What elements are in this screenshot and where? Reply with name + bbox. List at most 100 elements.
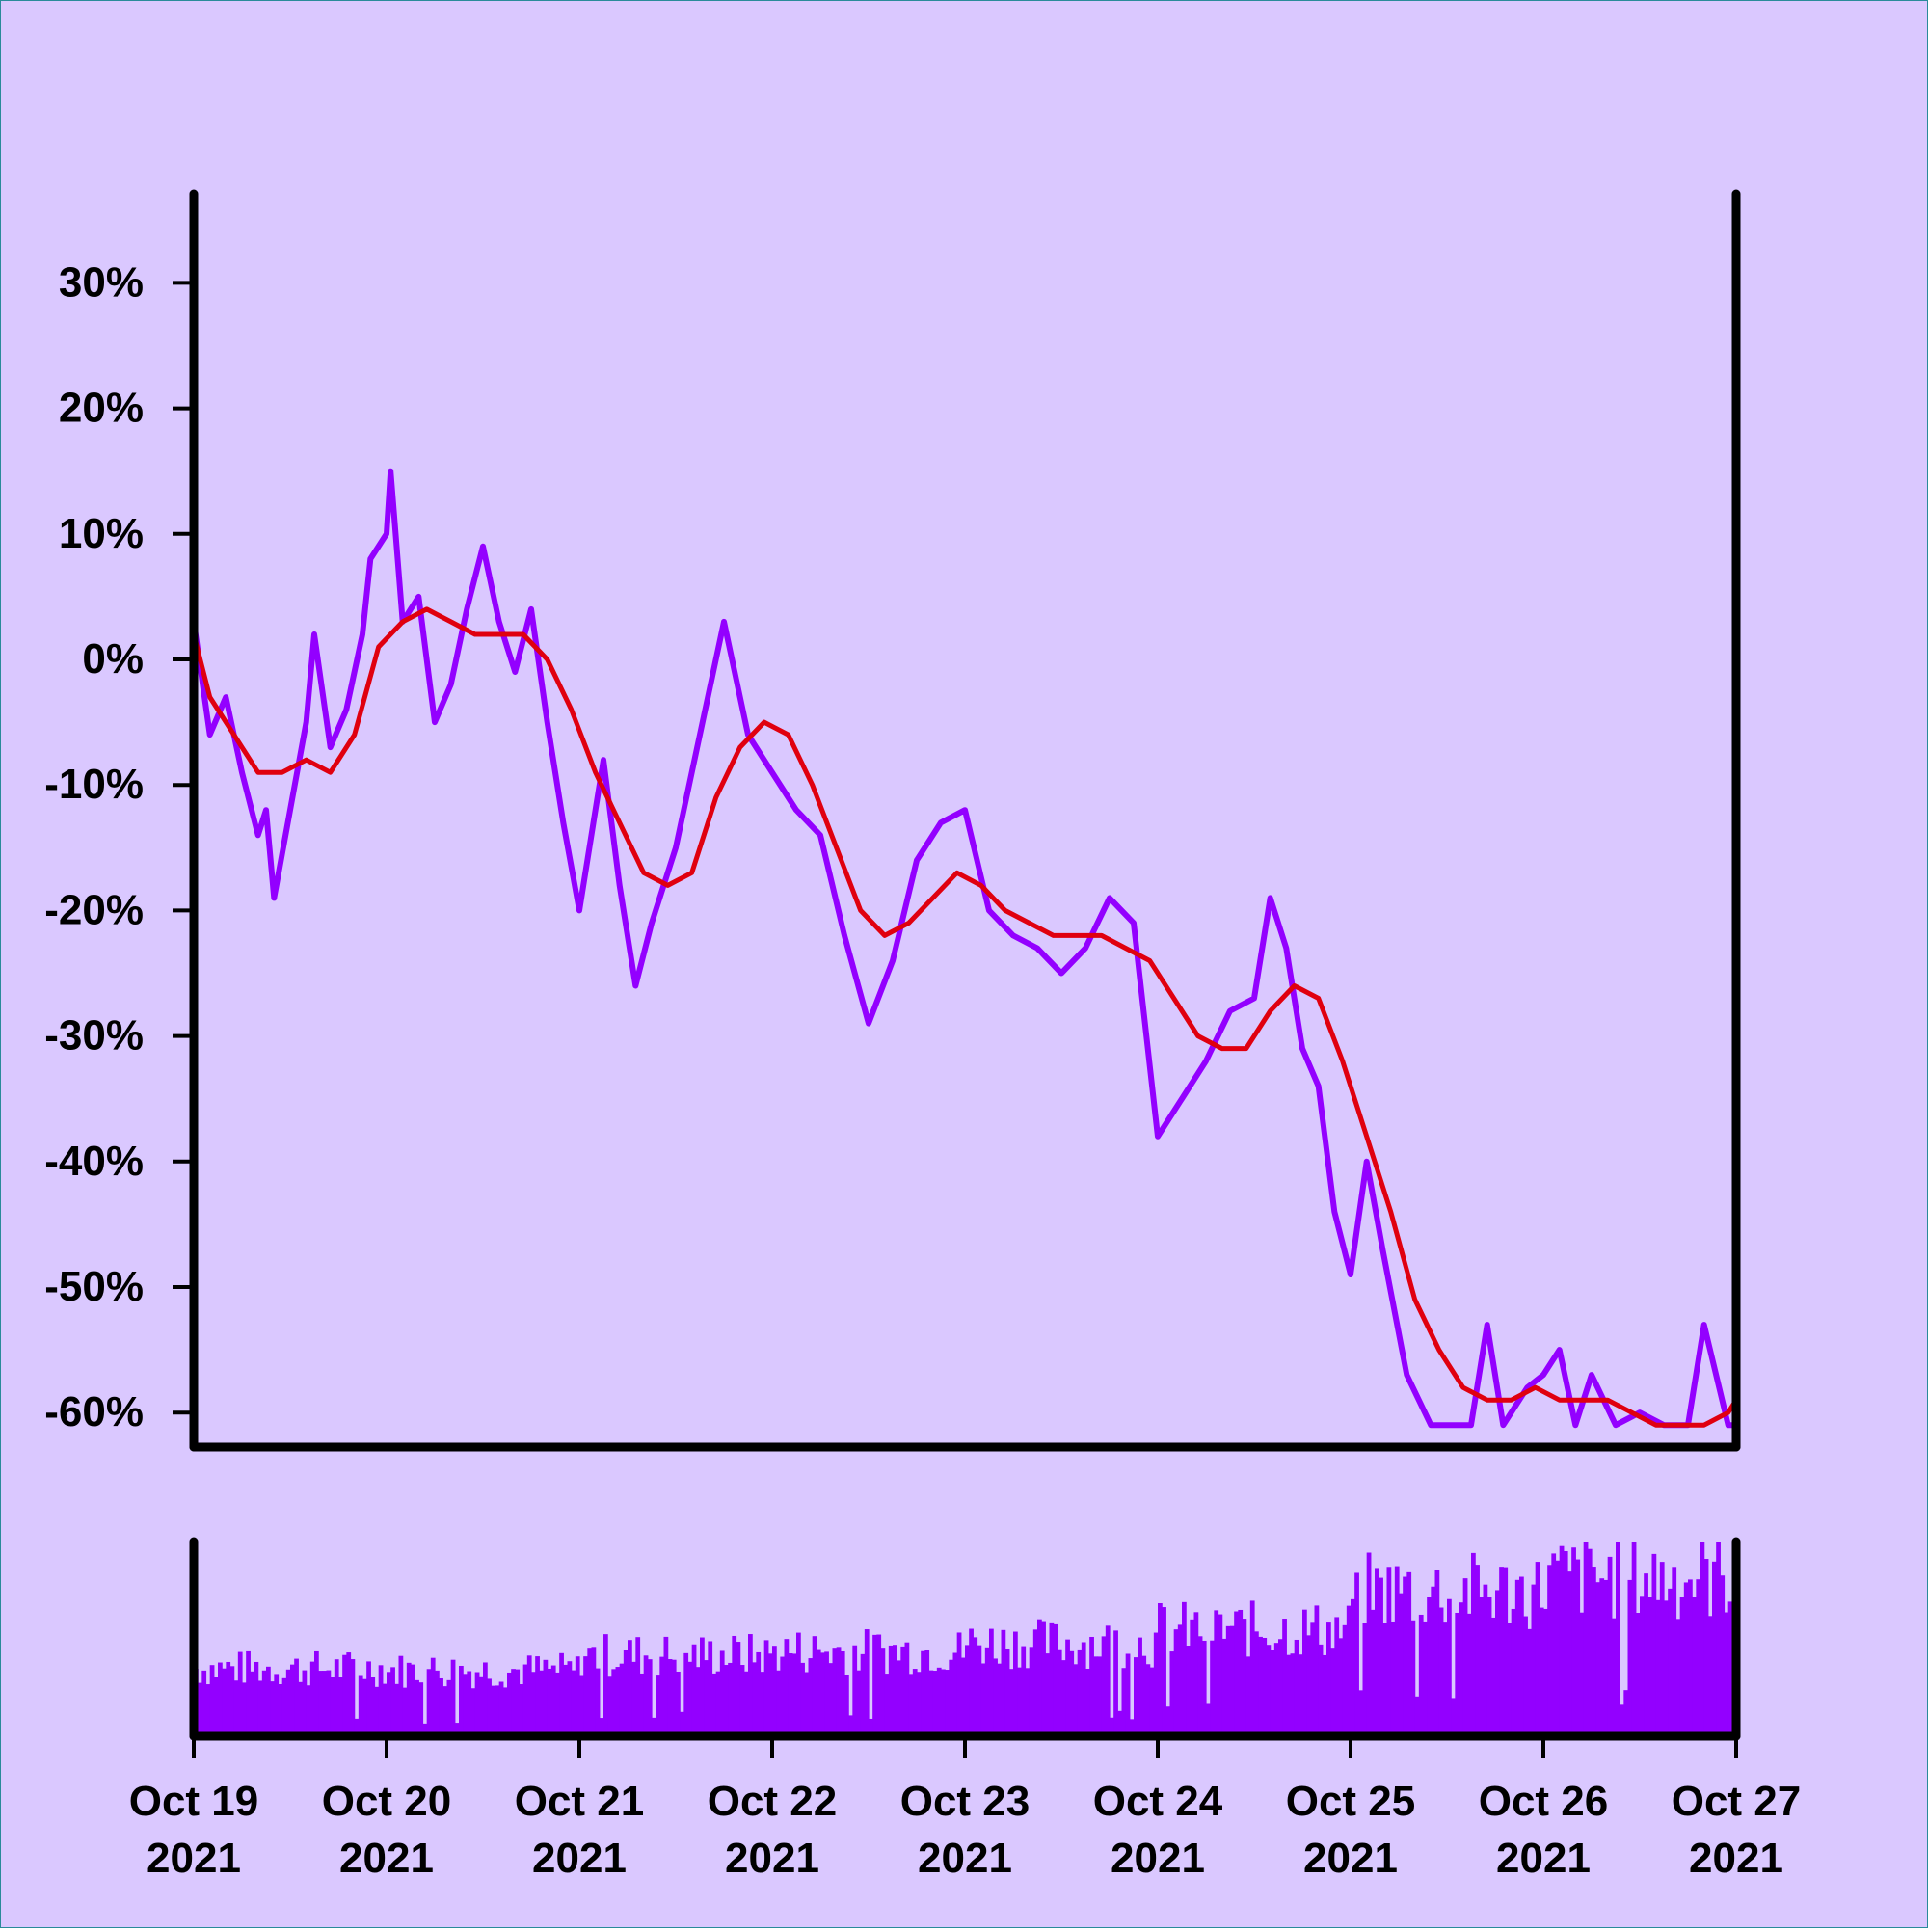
volume-bar — [687, 1661, 693, 1736]
volume-bar — [579, 1675, 584, 1736]
volume-bar — [840, 1650, 845, 1736]
volume-bar — [1245, 1656, 1251, 1736]
volume-bar — [1282, 1619, 1287, 1736]
x-tick-label-year: 2021 — [339, 1835, 434, 1882]
volume-bar — [374, 1686, 380, 1736]
volume-bar — [1061, 1660, 1066, 1736]
y-tick-label: 30% — [59, 258, 144, 306]
volume-bar — [1659, 1562, 1665, 1736]
volume-bar — [1679, 1597, 1685, 1736]
volume-bar — [294, 1658, 299, 1736]
volume-bar — [587, 1648, 593, 1736]
volume-bar — [1025, 1668, 1031, 1736]
volume-bar — [607, 1676, 612, 1736]
volume-bar — [1346, 1605, 1352, 1736]
volume-bar — [656, 1675, 660, 1736]
volume-bar — [1394, 1566, 1400, 1736]
volume-bar — [1399, 1593, 1404, 1736]
volume-bar — [1190, 1619, 1195, 1736]
volume-bar — [450, 1659, 456, 1736]
volume-bar — [1511, 1608, 1516, 1736]
volume-bar — [1644, 1573, 1648, 1736]
volume-bar — [1334, 1617, 1340, 1736]
volume-bar — [635, 1637, 641, 1736]
volume-bar — [1724, 1612, 1729, 1736]
y-tick-label: 20% — [59, 385, 144, 432]
volume-bar — [1571, 1547, 1576, 1736]
volume-bar — [463, 1674, 468, 1736]
volume-bar — [1375, 1568, 1379, 1736]
volume-bar — [908, 1674, 914, 1736]
volume-bar — [1595, 1582, 1600, 1736]
volume-bar — [663, 1636, 669, 1736]
x-tick-label-date: Oct 23 — [900, 1778, 1031, 1825]
volume-bar — [804, 1672, 810, 1736]
volume-bar — [1290, 1653, 1296, 1736]
volume-bar — [888, 1645, 894, 1736]
volume-bar — [467, 1671, 472, 1736]
volume-bar — [1692, 1597, 1697, 1736]
volume-bar — [378, 1665, 384, 1736]
volume-bar — [526, 1655, 532, 1736]
volume-bar — [1354, 1572, 1359, 1736]
volume-bar — [1225, 1625, 1231, 1736]
volume-bar — [1720, 1575, 1726, 1736]
volume-bar — [1703, 1559, 1709, 1736]
volume-bar — [1193, 1612, 1199, 1736]
volume-bar — [1599, 1578, 1605, 1736]
volume-bar — [1113, 1630, 1118, 1736]
price-series — [194, 468, 1736, 1429]
volume-bar — [1017, 1667, 1022, 1736]
volume-bar — [739, 1665, 745, 1736]
volume-bar — [1647, 1597, 1653, 1736]
volume-bar — [659, 1656, 665, 1736]
volume-bar — [209, 1665, 215, 1736]
volume-bar — [1197, 1636, 1203, 1736]
volume-bar — [1242, 1619, 1247, 1736]
volume-bar — [619, 1663, 625, 1736]
volume-bar — [973, 1637, 978, 1736]
y-tick-label: -60% — [44, 1388, 144, 1436]
volume-bar — [1177, 1624, 1183, 1736]
volume-bar — [261, 1670, 267, 1736]
volume-bar — [732, 1635, 737, 1736]
volume-bar — [1330, 1648, 1335, 1736]
volume-bar — [603, 1634, 608, 1736]
volume-bar — [306, 1685, 311, 1736]
volume-bar — [1527, 1628, 1533, 1736]
volume-bar — [1318, 1644, 1324, 1736]
volume-bar — [1414, 1696, 1420, 1736]
volume-bar — [1129, 1719, 1135, 1736]
volume-bar — [502, 1687, 508, 1736]
volume-bar — [1085, 1668, 1090, 1736]
volume-bar — [1221, 1638, 1227, 1736]
volume-bar — [812, 1636, 817, 1736]
volume-bar — [411, 1664, 415, 1736]
volume-bar — [1149, 1667, 1155, 1736]
volume-bar — [1623, 1690, 1629, 1736]
volume-bar — [852, 1645, 858, 1736]
volume-bar — [1471, 1552, 1476, 1736]
volume-bar — [1583, 1542, 1589, 1736]
volume-bar — [647, 1659, 653, 1736]
volume-bar — [960, 1657, 966, 1736]
volume-bar — [1447, 1598, 1452, 1736]
volume-bar — [213, 1677, 219, 1736]
volume-bar — [1278, 1639, 1283, 1736]
volume-bar — [784, 1639, 790, 1736]
volume-bar — [595, 1668, 601, 1736]
volume-bar — [884, 1674, 890, 1736]
volume-bar — [1138, 1637, 1142, 1736]
volume-bar — [1486, 1597, 1492, 1736]
volume-bar — [1206, 1703, 1211, 1736]
volume-bar — [1182, 1601, 1187, 1736]
volume-bar — [1286, 1654, 1292, 1736]
volume-bar — [1366, 1552, 1372, 1736]
volume-bar — [274, 1674, 280, 1736]
volume-bar — [912, 1669, 918, 1736]
volume-bar — [1314, 1605, 1320, 1736]
volume-bar — [250, 1671, 255, 1736]
volume-bar — [442, 1686, 448, 1736]
volume-bar — [387, 1672, 391, 1736]
